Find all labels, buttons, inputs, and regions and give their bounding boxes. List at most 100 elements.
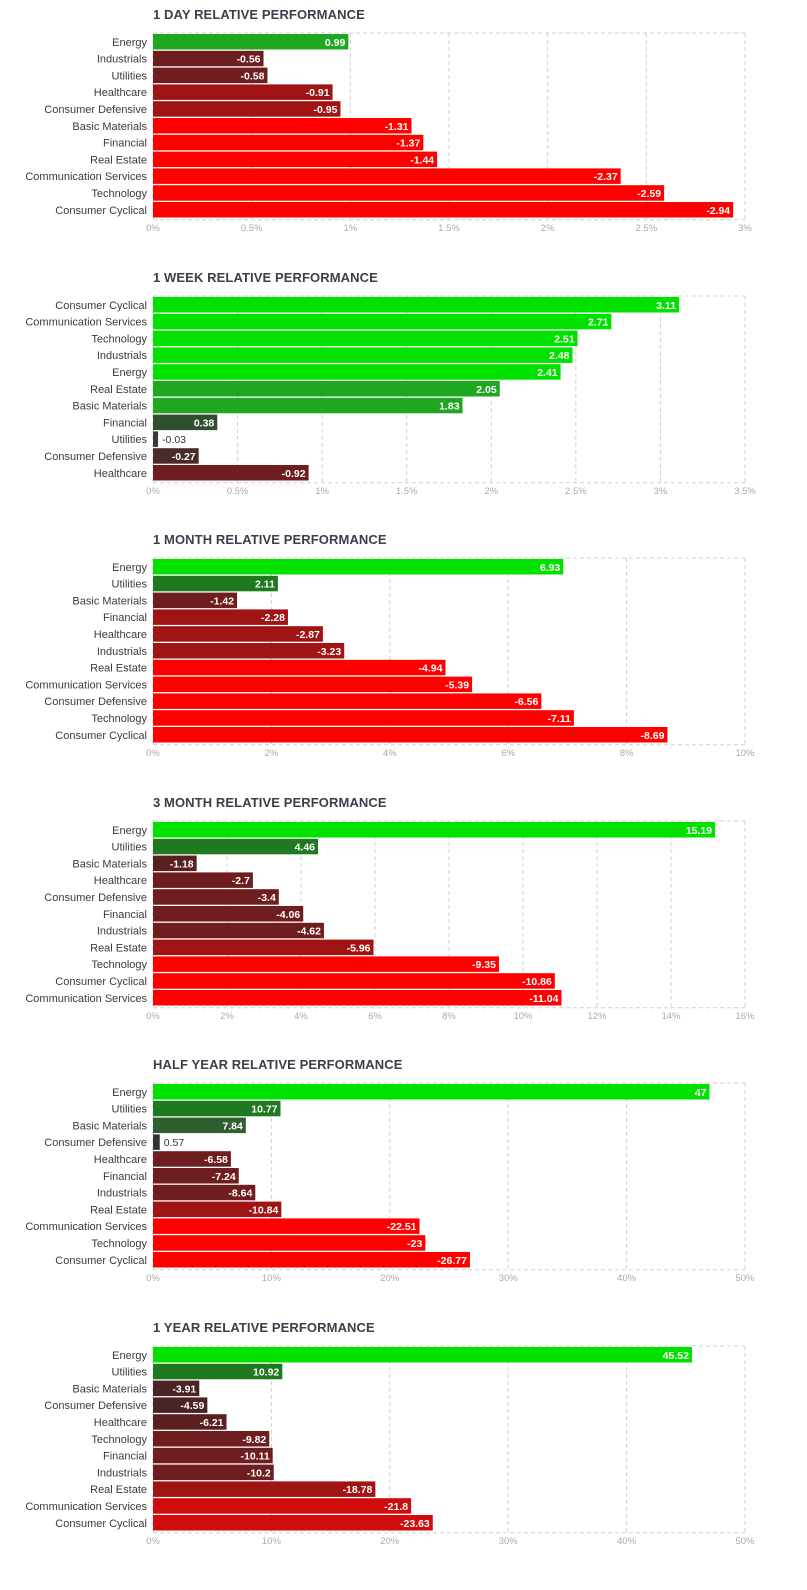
bar-value-label: 4.46	[295, 841, 316, 853]
category-label: Technology	[91, 1434, 147, 1446]
bar	[153, 296, 680, 313]
bar-value-label: -3.4	[258, 892, 276, 904]
bar-value-label: -10.86	[522, 976, 552, 988]
bar	[153, 710, 574, 726]
x-tick-label: 12%	[587, 1011, 607, 1022]
bar	[153, 1218, 420, 1235]
x-tick-label: 1%	[315, 485, 329, 496]
category-label: Consumer Cyclical	[55, 205, 147, 217]
category-label: Communication Services	[25, 1222, 147, 1234]
bar	[153, 1397, 208, 1413]
x-tick-label: 0%	[146, 485, 160, 496]
x-tick-label: 50%	[735, 1536, 755, 1547]
bar	[153, 1151, 231, 1168]
x-tick-label: 6%	[501, 748, 515, 759]
bar	[153, 67, 268, 84]
bar-value-label: -0.56	[237, 54, 261, 66]
bar-value-label: -4.59	[180, 1400, 204, 1412]
category-label: Utilities	[112, 1104, 148, 1116]
bar	[153, 972, 555, 989]
bar	[153, 626, 323, 642]
bar-value-label: -1.42	[210, 596, 234, 608]
category-label: Communication Services	[25, 993, 147, 1005]
bar	[153, 872, 253, 888]
bar-value-label: 0.99	[325, 37, 346, 49]
category-label: Industrials	[97, 925, 148, 937]
bar	[153, 101, 341, 117]
bar-value-label: -6.58	[204, 1154, 228, 1166]
bar	[153, 363, 561, 380]
bar-value-label: -4.94	[419, 663, 443, 675]
category-label: Financial	[103, 612, 147, 624]
bar	[153, 1134, 160, 1151]
category-label: Technology	[91, 959, 147, 971]
bar-value-label: 3.11	[656, 299, 676, 311]
bar-value-label: 2.11	[255, 579, 275, 591]
x-tick-label: 2.5%	[636, 223, 658, 234]
x-tick-label: 2.5%	[565, 485, 587, 496]
bar-value-label: -2.7	[232, 875, 250, 887]
x-tick-label: 3%	[654, 485, 668, 496]
category-label: Financial	[103, 1451, 147, 1463]
x-tick-label: 8%	[442, 1011, 456, 1022]
bar	[153, 592, 238, 609]
x-tick-label: 1.5%	[438, 223, 460, 234]
category-label: Financial	[103, 138, 147, 150]
x-tick-label: 40%	[617, 1273, 637, 1284]
bar-value-label: -4.62	[297, 925, 321, 937]
bar	[153, 855, 197, 871]
bar-value-label: -8.69	[641, 730, 665, 742]
category-label: Utilities	[112, 70, 148, 82]
category-label: Technology	[91, 1238, 147, 1250]
bar	[153, 643, 345, 659]
bar-value-label: -0.03	[162, 434, 186, 446]
x-tick-label: 2%	[541, 223, 555, 234]
bar	[153, 168, 621, 184]
bar	[153, 1380, 200, 1397]
category-label: Technology	[91, 713, 147, 725]
x-tick-label: 10%	[262, 1273, 282, 1284]
bar-value-label: -9.35	[472, 959, 496, 971]
x-tick-label: 10%	[262, 1536, 282, 1547]
category-label: Basic Materials	[72, 858, 147, 870]
category-label: Consumer Cyclical	[55, 1255, 147, 1267]
category-label: Basic Materials	[72, 121, 147, 133]
x-tick-label: 14%	[661, 1011, 681, 1022]
category-label: Consumer Cyclical	[55, 299, 147, 311]
bar	[153, 346, 573, 363]
x-tick-label: 40%	[617, 1536, 637, 1547]
category-label: Healthcare	[94, 1154, 147, 1166]
bar	[153, 1414, 227, 1430]
category-label: Industrials	[97, 350, 148, 362]
bar	[153, 905, 304, 922]
x-tick-label: 2%	[484, 485, 498, 496]
chart-svg: 0% 2% 4% 6% 8% 10% 12% 14% 16% Energy 15.19 Utiliti…	[25, 820, 755, 1022]
bar-value-label: 2.48	[549, 350, 570, 362]
bar-value-label: -2.28	[261, 612, 285, 624]
bar	[153, 727, 668, 743]
x-tick-label: 1.5%	[396, 485, 418, 496]
category-label: Energy	[112, 562, 147, 574]
x-tick-label: 20%	[380, 1536, 400, 1547]
bar-value-label: 2.51	[554, 333, 575, 345]
category-label: Industrials	[97, 54, 148, 66]
x-tick-label: 30%	[499, 1273, 519, 1284]
bar-value-label: -9.82	[242, 1434, 266, 1446]
x-tick-label: 0%	[146, 1536, 160, 1547]
category-label: Healthcare	[94, 875, 147, 887]
bar	[153, 397, 463, 413]
category-label: Consumer Cyclical	[55, 976, 147, 988]
category-label: Healthcare	[94, 467, 147, 479]
bar-value-label: -0.58	[241, 70, 265, 82]
bar-value-label: -23	[407, 1238, 422, 1250]
x-tick-label: 0.5%	[227, 485, 249, 496]
chart-title: 3 MONTH RELATIVE PERFORMANCE	[153, 794, 387, 810]
bar-value-label: 2.05	[476, 383, 497, 395]
chart-title: 1 YEAR RELATIVE PERFORMANCE	[153, 1320, 375, 1335]
bar-value-label: 7.84	[222, 1121, 243, 1133]
bar	[153, 989, 562, 1006]
bar	[153, 464, 309, 481]
bar	[153, 50, 264, 67]
x-tick-label: 1%	[343, 223, 357, 234]
bar-value-label: -4.06	[276, 909, 300, 921]
